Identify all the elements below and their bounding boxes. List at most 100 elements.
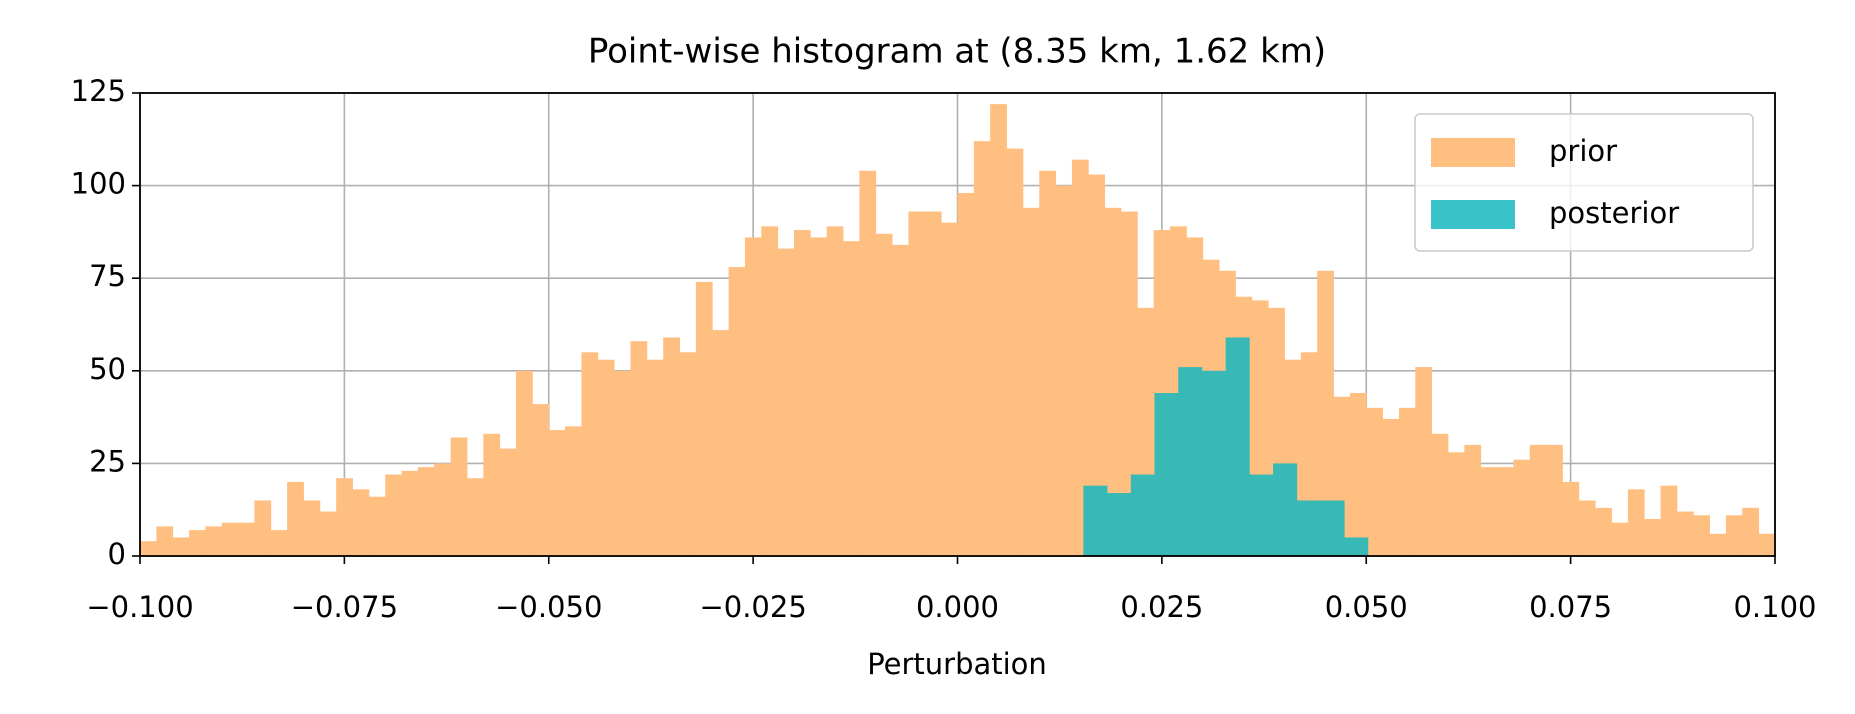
bar — [1178, 367, 1203, 556]
bar — [712, 330, 729, 556]
bar — [1249, 474, 1274, 556]
bar — [794, 230, 811, 556]
bar — [1660, 485, 1678, 556]
y-tick-label: 125 — [71, 74, 126, 108]
plot-frame — [139, 92, 1776, 557]
bar — [1317, 270, 1334, 556]
bar — [1344, 537, 1369, 556]
bar — [990, 104, 1007, 556]
x-tick-label: −0.050 — [495, 590, 602, 624]
bar — [238, 522, 255, 556]
bar — [1562, 481, 1580, 556]
bar — [581, 352, 599, 556]
x-axis-label: Perturbation — [867, 647, 1047, 681]
bar — [156, 526, 174, 556]
bar — [1513, 459, 1531, 556]
bar — [434, 463, 452, 556]
bar — [1320, 500, 1345, 556]
x-tick-label: −0.025 — [699, 590, 806, 624]
bar — [941, 222, 958, 556]
bar — [1398, 407, 1416, 556]
bar — [189, 530, 206, 556]
bar — [450, 437, 468, 556]
bar — [1022, 207, 1040, 556]
bar — [1415, 367, 1433, 556]
bar — [1107, 493, 1132, 556]
bar — [695, 281, 713, 556]
bar — [663, 337, 680, 556]
bar — [287, 481, 304, 556]
bar — [172, 537, 190, 556]
bar — [744, 237, 762, 556]
bar — [1039, 170, 1056, 556]
bar — [483, 433, 501, 556]
bar — [957, 193, 975, 556]
bar — [368, 496, 386, 556]
bar — [1742, 507, 1760, 556]
bar — [319, 511, 337, 556]
series-1 — [1083, 337, 1369, 556]
x-tick-label: 0.000 — [916, 590, 999, 624]
bar — [1071, 159, 1089, 556]
bar — [1448, 452, 1465, 556]
bar — [1006, 148, 1024, 556]
bar — [646, 359, 664, 556]
bar — [140, 541, 157, 556]
bar — [1644, 518, 1661, 556]
bar — [1595, 507, 1612, 556]
bar — [973, 141, 991, 557]
bar — [1104, 207, 1122, 556]
bar — [548, 430, 566, 556]
bar — [1201, 370, 1227, 556]
bar — [1349, 393, 1367, 556]
legend-swatch — [1431, 200, 1515, 229]
bar — [401, 470, 419, 556]
y-tick-label: 50 — [89, 352, 126, 386]
bar — [1366, 407, 1383, 556]
bar — [1464, 444, 1482, 556]
bar — [417, 467, 435, 556]
bar — [1676, 511, 1694, 556]
bar — [1225, 337, 1250, 556]
bar — [1055, 185, 1073, 556]
bar — [516, 370, 533, 556]
bar — [908, 211, 926, 556]
bar — [205, 526, 223, 556]
bar — [1529, 444, 1547, 556]
x-tick-label: 0.075 — [1529, 590, 1612, 624]
bar — [597, 359, 615, 556]
x-tick-label: −0.100 — [86, 590, 193, 624]
bar — [1130, 474, 1155, 556]
x-tick-label: 0.025 — [1120, 590, 1203, 624]
bar — [810, 237, 828, 556]
bar — [875, 233, 893, 556]
bar — [859, 170, 877, 556]
bar — [843, 241, 860, 556]
bar — [728, 267, 746, 556]
bar — [1154, 393, 1179, 556]
bar — [1088, 174, 1106, 556]
bar — [270, 530, 288, 556]
bar — [1693, 515, 1710, 556]
legend-label: posterior — [1549, 196, 1679, 230]
bar — [761, 226, 779, 556]
bar — [1627, 489, 1645, 556]
bar — [565, 426, 582, 556]
bar — [1083, 485, 1108, 556]
bar — [1709, 533, 1727, 556]
y-tick-label: 0 — [108, 537, 126, 571]
bar — [1546, 444, 1563, 556]
y-tick-label: 100 — [71, 167, 126, 201]
bar — [826, 226, 844, 556]
bar — [303, 500, 321, 556]
bar — [1382, 418, 1400, 556]
bar — [1431, 433, 1449, 556]
bar — [1725, 515, 1743, 556]
bar — [1121, 211, 1138, 556]
x-tick-label: −0.075 — [291, 590, 398, 624]
bar — [1296, 500, 1321, 556]
bar — [499, 448, 517, 556]
bar — [614, 370, 631, 556]
y-tick-label: 75 — [89, 259, 126, 293]
chart-title: Point-wise histogram at (8.35 km, 1.62 k… — [588, 32, 1326, 72]
